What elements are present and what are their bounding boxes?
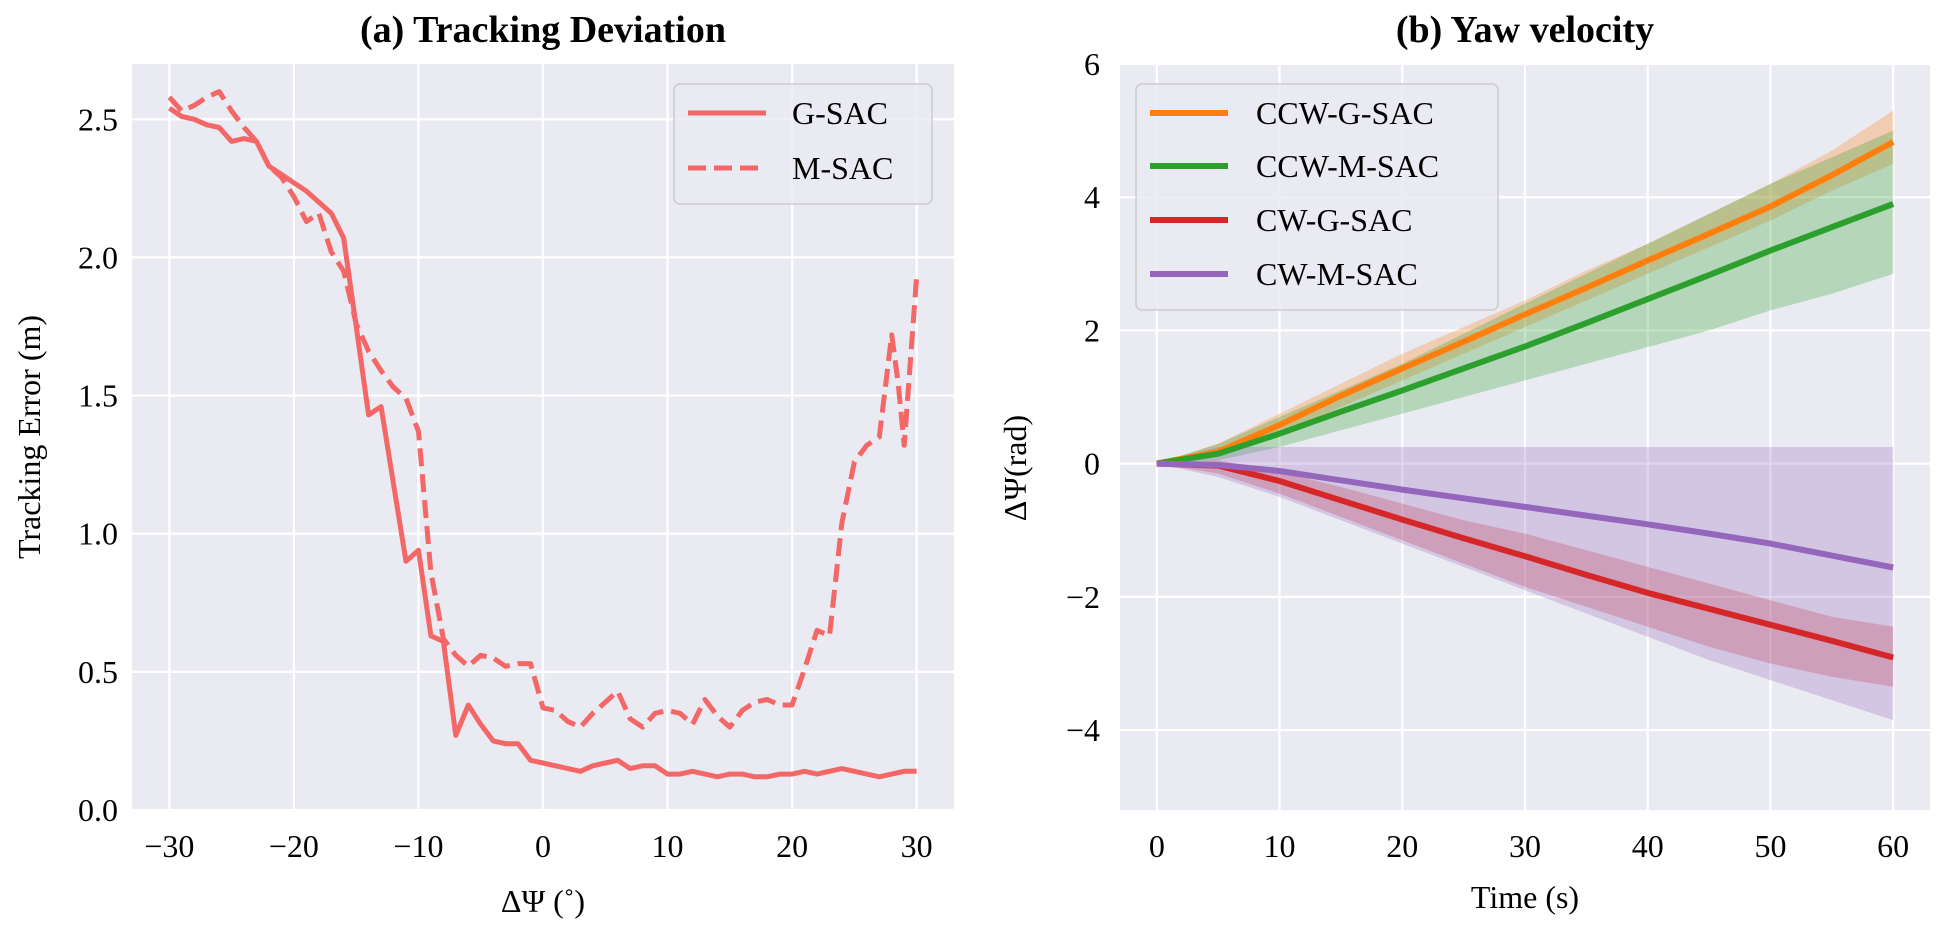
panel-b-series: [1156, 139, 1895, 661]
series-line-cw-m-sac: [1156, 460, 1894, 571]
panel-b-x-tick-label: 60: [1877, 828, 1909, 864]
panel-a-y-tick-label: 2.0: [78, 239, 118, 275]
panel-a-x-axis-label: ΔΨ (˚): [501, 883, 585, 919]
panel-a-y-tick-label: 0.0: [78, 792, 118, 828]
panel-b-trajectory-bands: [1156, 110, 1894, 721]
panel-b-x-tick-label: 10: [1264, 828, 1296, 864]
legend-label-ccw-g-sac: CCW-G-SAC: [1256, 95, 1434, 131]
band-ccw-m-sac: [1156, 130, 1894, 464]
legend-label-ccw-m-sac: CCW-M-SAC: [1256, 148, 1439, 184]
panel-a-x-tick-label: −20: [269, 828, 319, 864]
panel-a-title: (a) Tracking Deviation: [360, 9, 726, 51]
panel-a-x-tick-label: 0: [535, 828, 551, 864]
panel-a-x-tick-label: 10: [652, 828, 684, 864]
legend-label-m-sac: M-SAC: [792, 150, 893, 186]
legend-label-cw-m-sac: CW-M-SAC: [1256, 256, 1418, 292]
panel-b-title: (b) Yaw velocity: [1396, 9, 1654, 51]
panel-b-y-tick-label: 4: [1084, 179, 1100, 215]
panel-b-x-tick-label: 30: [1509, 828, 1541, 864]
series-line-cw-g-sac: [1156, 460, 1894, 661]
panel-b-y-tick-label: 0: [1084, 446, 1100, 482]
panel-a-x-tick-label: 30: [901, 828, 933, 864]
panel-b-legend: CCW-G-SAC CCW-M-SAC CW-G-SAC CW-M-SAC: [1135, 83, 1499, 311]
panel-b-y-tick-label: −4: [1066, 712, 1100, 748]
panel-a-y-tick-label: 1.0: [78, 516, 118, 552]
panel-b-y-tick-label: 2: [1084, 312, 1100, 348]
panel-a-y-tick-label: 1.5: [78, 378, 118, 414]
panel-b-legend-box: [1135, 83, 1499, 311]
series-line-ccw-g-sac: [1156, 139, 1895, 467]
band-cw-g-sac: [1156, 460, 1894, 687]
series-line-g-sac: [168, 106, 917, 780]
panel-a-x-tick-label: −10: [393, 828, 443, 864]
panel-a-tracking-deviation: −30 −20 −10 0 10 20 30 0.0 0.5 1.0 1.5 2.0 2.5 (a) …: [11, 9, 954, 919]
panel-b-x-tick-label: 40: [1632, 828, 1664, 864]
panel-b-x-axis-label: Time (s): [1471, 879, 1579, 915]
legend-label-g-sac: G-SAC: [792, 95, 888, 131]
panel-a-legend: G-SAC M-SAC: [673, 83, 933, 205]
series-line-ccw-m-sac: [1156, 201, 1895, 467]
panel-b-y-axis-label: ΔΨ(rad): [997, 415, 1033, 521]
panel-b-y-tick-label: 6: [1084, 46, 1100, 82]
panel-b-x-tick-label: 50: [1754, 828, 1786, 864]
panel-a-x-tick-label: −30: [144, 828, 194, 864]
panel-a-x-ticks: −30 −20 −10 0 10 20 30: [144, 828, 932, 864]
panel-b-x-tick-label: 20: [1386, 828, 1418, 864]
panel-b-y-ticks: −4 −2 0 2 4 6: [1066, 46, 1100, 748]
panel-a-y-tick-label: 0.5: [78, 654, 118, 690]
panel-a-y-tick-label: 2.5: [78, 101, 118, 137]
band-cw-m-sac: [1156, 447, 1894, 721]
panel-b-y-tick-label: −2: [1066, 579, 1100, 615]
series-line-m-sac: [167, 89, 920, 730]
panel-b-x-ticks: 0 10 20 30 40 50 60: [1149, 828, 1909, 864]
legend-label-cw-g-sac: CW-G-SAC: [1256, 202, 1412, 238]
panel-a-x-tick-label: 20: [776, 828, 808, 864]
panel-b-x-tick-label: 0: [1149, 828, 1165, 864]
panel-a-y-axis-label: Tracking Error (m): [11, 315, 47, 559]
panel-a-series: [167, 89, 920, 780]
panel-a-y-ticks: 0.0 0.5 1.0 1.5 2.0 2.5: [78, 101, 118, 828]
